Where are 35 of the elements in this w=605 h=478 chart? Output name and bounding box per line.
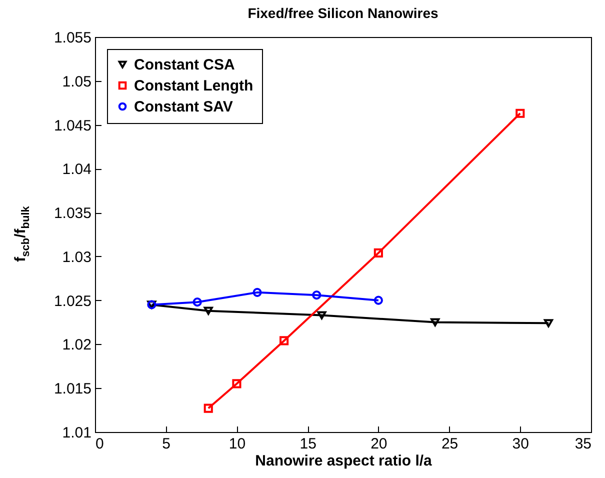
y-tick-label: 1.055 <box>54 30 92 46</box>
chart-title: Fixed/free Silicon Nanowires <box>248 5 439 21</box>
x-tick-label: 20 <box>370 436 388 452</box>
y-tick-label: 1.02 <box>62 336 92 354</box>
y-tick-label: 1.01 <box>62 424 92 442</box>
y-tick-label: 1.045 <box>54 117 92 134</box>
point <box>317 311 326 320</box>
point <box>430 318 440 326</box>
point <box>280 336 289 346</box>
legend-label: Constant SAV <box>134 98 233 116</box>
point <box>204 404 213 413</box>
y-tick-label: 1.03 <box>62 248 92 266</box>
y-tick-label: 1.025 <box>54 292 92 310</box>
point <box>312 290 322 300</box>
point <box>374 248 383 258</box>
x-tick-label: 0 <box>96 436 104 452</box>
x-tick-label: 10 <box>228 436 246 452</box>
point <box>252 288 262 297</box>
legend-label: Constant Length <box>134 78 254 94</box>
y-tick-label: 1.015 <box>54 380 92 398</box>
point <box>516 108 525 118</box>
y-tick-label: 1.04 <box>62 161 92 178</box>
x-axis-title: Nanowire aspect ratio l/a <box>255 452 433 470</box>
x-tick-label: 30 <box>512 436 529 452</box>
y-tick-label: 1.035 <box>54 205 92 222</box>
point <box>192 298 202 307</box>
legend-label: Constant CSA <box>134 56 235 74</box>
y-tick-label: 1.05 <box>62 73 92 90</box>
x-tick-label: 5 <box>162 436 171 452</box>
x-tick-label: 15 <box>300 436 316 452</box>
point <box>232 379 242 388</box>
point <box>544 319 554 328</box>
x-tick-label: 25 <box>441 436 458 452</box>
x-tick-label: 35 <box>574 436 592 452</box>
point <box>204 306 213 315</box>
